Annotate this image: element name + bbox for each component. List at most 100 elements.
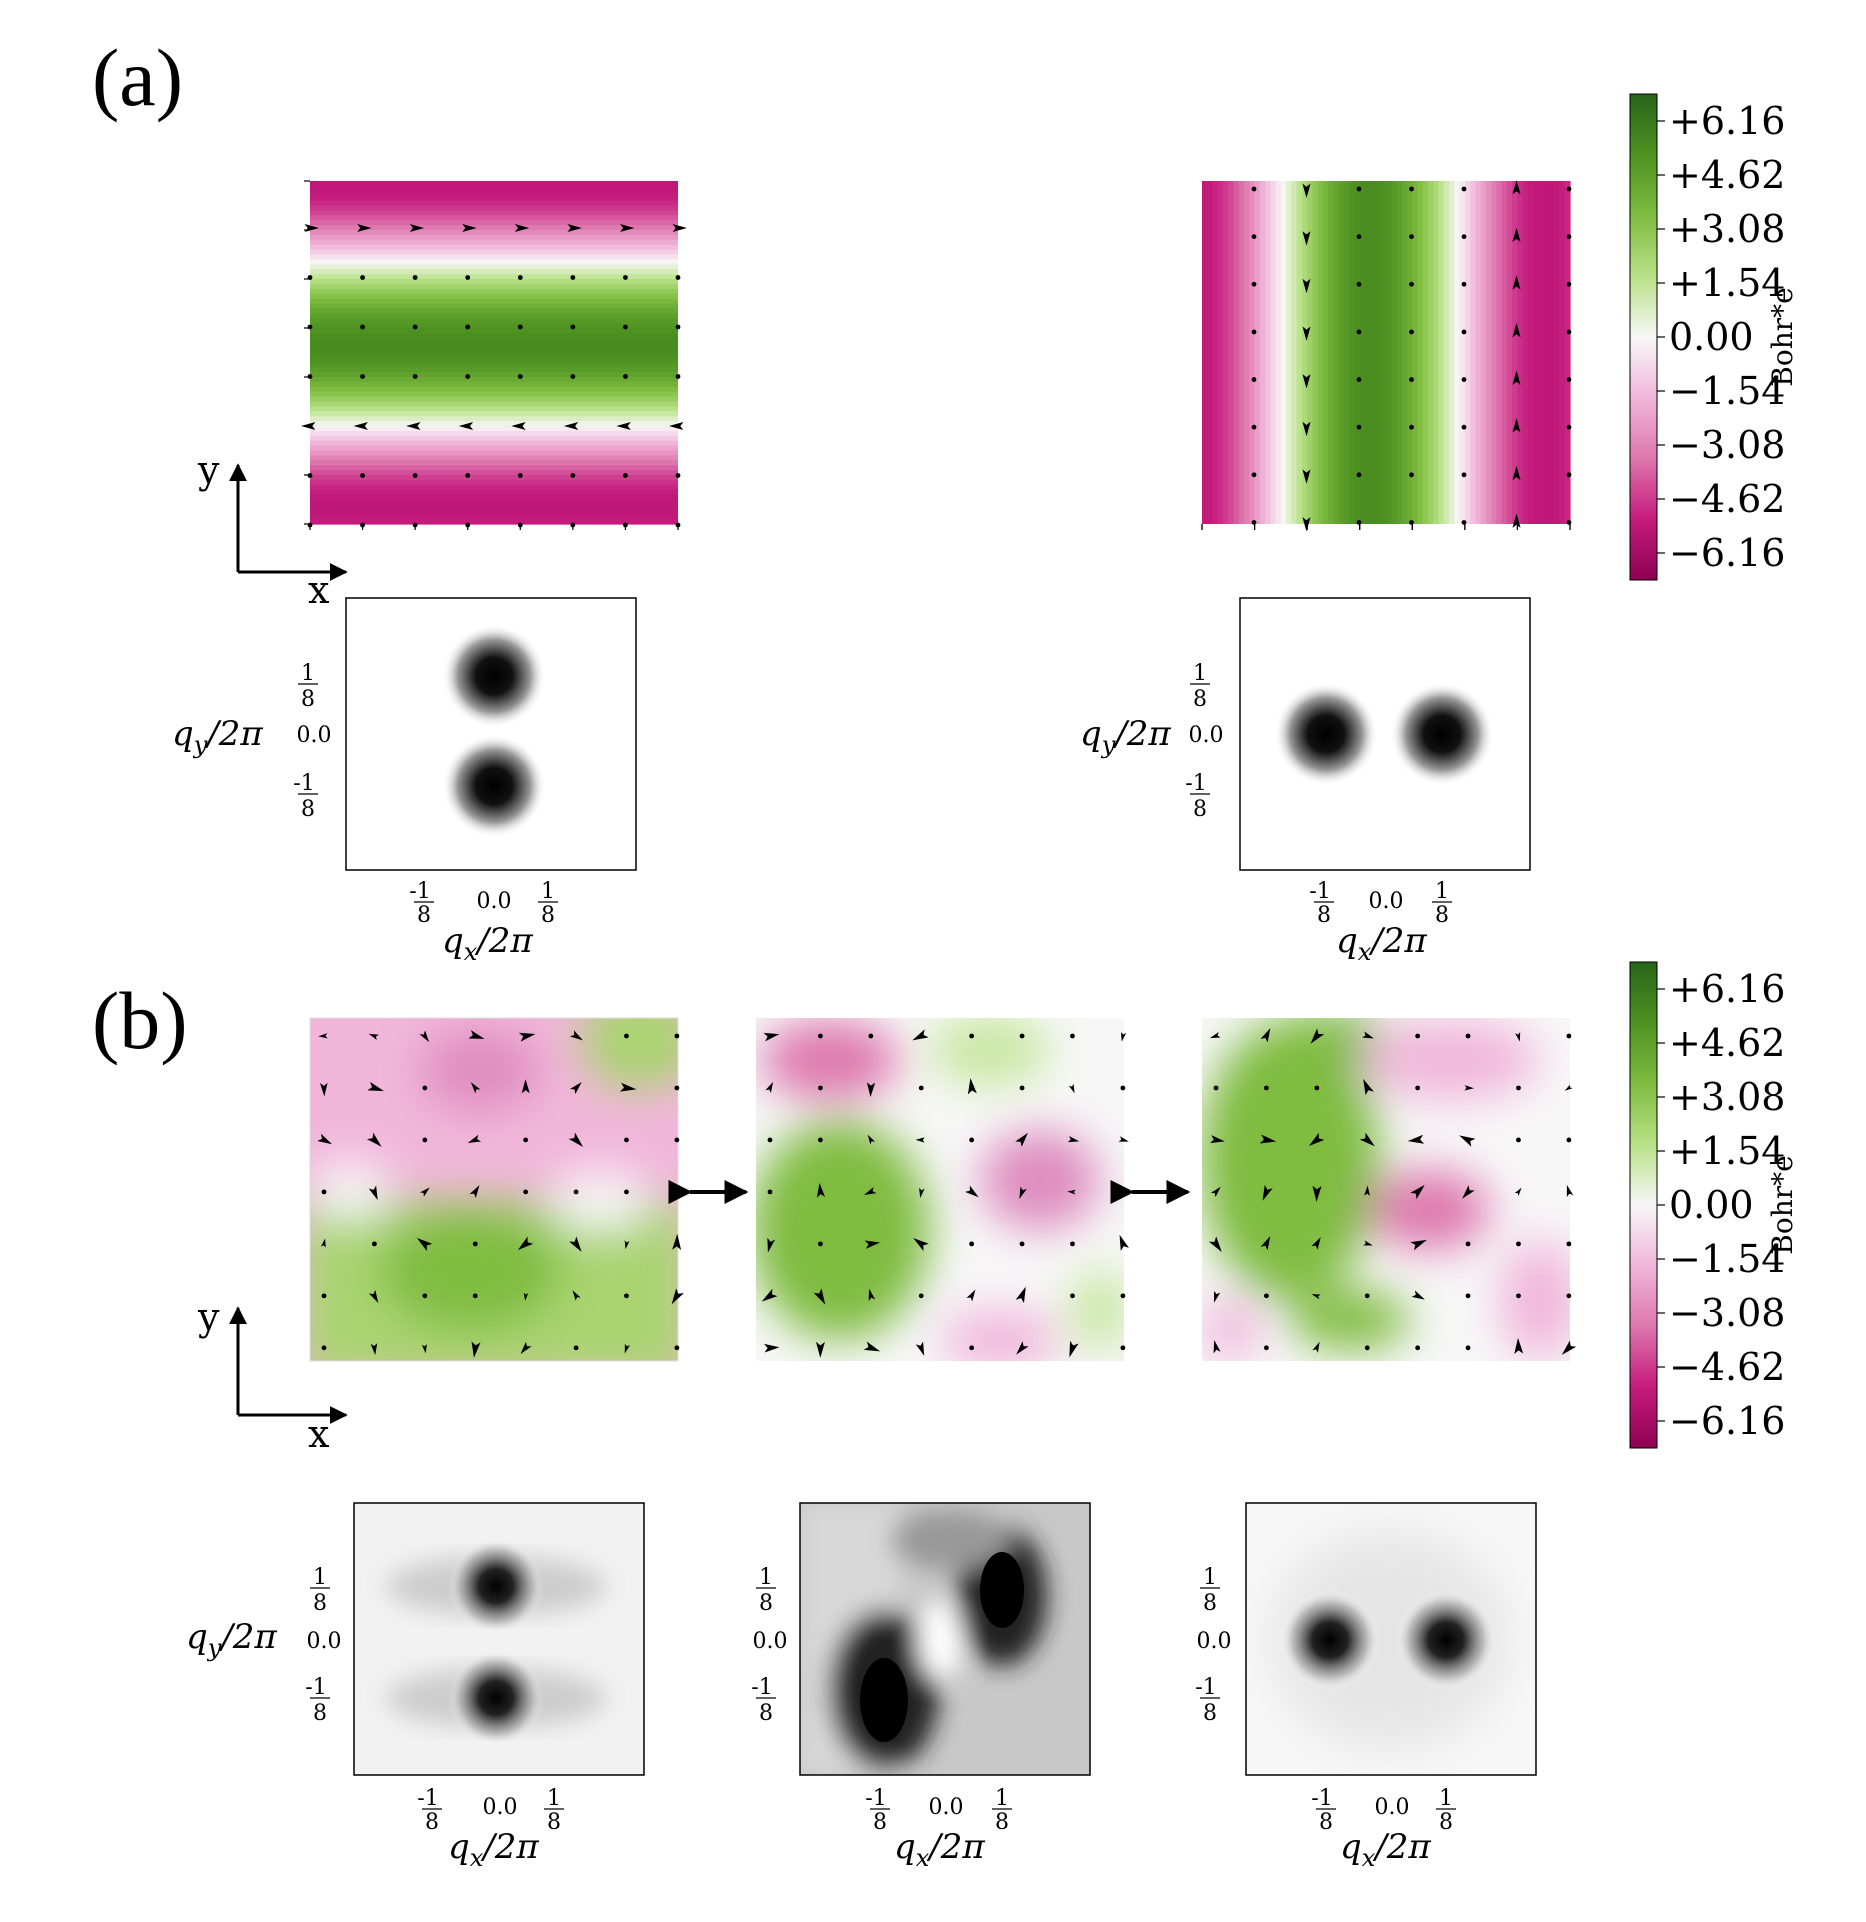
dipole-arrow (357, 223, 372, 233)
xy-axes-glyph-b: y x (197, 1295, 348, 1456)
stripe-band (310, 215, 678, 221)
dipole-dot (969, 1241, 975, 1247)
dipole-dot (1213, 1085, 1219, 1091)
stripe-band (1543, 181, 1550, 524)
dipole-dot (1409, 424, 1414, 430)
dipole-dot (624, 1137, 629, 1143)
colorbar-label: Bohr*e (1766, 1155, 1799, 1254)
dipole-dot (1566, 520, 1572, 525)
dipole-dot (570, 324, 576, 330)
dipole-dot (1314, 1085, 1320, 1091)
stripe-band (1286, 181, 1292, 524)
ytick-zero: 0.0 (1189, 723, 1224, 748)
dipole-arrow (1411, 1290, 1425, 1300)
svg-text:8: 8 (873, 1810, 887, 1835)
stripe-band (310, 200, 678, 207)
svg-text:1: 1 (995, 1786, 1009, 1811)
dipole-arrow (470, 1082, 481, 1094)
colorbar-tick-label: +4.62 (1669, 153, 1785, 197)
dipole-dot (517, 473, 523, 478)
dipole-dot (360, 374, 365, 379)
stripe-band (1275, 181, 1282, 524)
dipole-dot (1566, 234, 1572, 240)
dipole-dot (465, 522, 471, 528)
dipole-dot (1409, 329, 1414, 335)
axis-x-label: x (308, 568, 329, 612)
stripe-band (1228, 181, 1235, 524)
dipole-dot (1409, 377, 1414, 382)
stripe-band (310, 264, 678, 270)
dipole-arrow (1015, 1132, 1029, 1147)
stripe-band (310, 225, 678, 231)
stripe-band (310, 519, 678, 525)
dipole-dot (767, 1137, 773, 1143)
dipole-dot (1070, 1033, 1075, 1039)
svg-text:8: 8 (547, 1810, 561, 1835)
dipole-arrow (1118, 1187, 1129, 1196)
dipole-arrow (568, 1132, 584, 1148)
axis-x-label: x (308, 1412, 329, 1456)
dipole-dot (623, 324, 628, 330)
ytick-neg-den: 8 (301, 797, 315, 822)
stripe-band (1522, 181, 1529, 524)
dipole-arrow (1514, 1187, 1522, 1196)
dipole-arrow (1260, 1028, 1271, 1043)
dipole-dot (675, 275, 681, 280)
stripe-band (310, 435, 678, 442)
dipole-dot (1461, 472, 1467, 478)
stripe-band (1470, 181, 1476, 524)
dipole-arrow (1302, 374, 1311, 389)
dipole-dot (412, 522, 418, 528)
dipole-dot (1566, 377, 1572, 382)
dipole-dot (1409, 281, 1414, 287)
dipole-arrow (572, 1290, 581, 1301)
dipole-dot (412, 324, 418, 330)
stripe-band (310, 475, 678, 481)
ylabel: qy/2π (186, 1617, 277, 1662)
dipole-dot (1566, 1293, 1572, 1299)
stripe-band (310, 509, 678, 515)
fft-peaks (442, 624, 547, 838)
dipole-arrow (1561, 1340, 1577, 1355)
stripe-band (310, 479, 678, 486)
stripe-band (1391, 181, 1398, 524)
svg-text:1: 1 (1203, 1565, 1217, 1590)
dipole-arrow (967, 1078, 977, 1095)
dipole-dot (1264, 1085, 1269, 1091)
dipole-dot (674, 1137, 680, 1143)
dipole-arrow (1259, 1134, 1277, 1144)
dipole-arrow (517, 1236, 534, 1251)
dipole-dot (818, 1137, 823, 1143)
stripe-band (1238, 181, 1245, 524)
dipole-arrow (1308, 1132, 1325, 1147)
dipole-arrow (1260, 1236, 1271, 1251)
dipole-arrow (1512, 370, 1521, 385)
dipole-arrow (416, 1237, 433, 1252)
dipole-dot (321, 1345, 327, 1351)
svg-text:8: 8 (759, 1591, 773, 1616)
ytick-zero: 0.0 (753, 1629, 788, 1654)
colorbar-tick-label: +1.54 (1669, 1129, 1785, 1173)
dipole-dot (674, 1345, 680, 1351)
dipole-dot (1019, 1033, 1025, 1039)
dipole-dot (321, 1293, 327, 1299)
stripe-band (1317, 181, 1324, 524)
dipole-arrow (1016, 1341, 1029, 1355)
stripe-band (1422, 181, 1429, 524)
dipole-arrow (1310, 1028, 1325, 1044)
dipole-arrow (669, 421, 684, 431)
dipole-arrow (1069, 1340, 1079, 1358)
dipole-dot (517, 275, 523, 280)
colorbar-tick-label: +3.08 (1669, 207, 1785, 251)
dipole-dot (570, 473, 576, 478)
svg-text:8: 8 (1203, 1701, 1217, 1726)
dipole-dot (1356, 377, 1362, 382)
xtick-zero: 0.0 (477, 889, 512, 914)
dipole-dot (307, 374, 313, 379)
stripe-band (310, 230, 678, 236)
svg-text:8: 8 (1439, 1810, 1453, 1835)
dipole-arrow (1120, 1031, 1127, 1042)
xy-axes-glyph-a: y x (197, 448, 348, 612)
stripe-band (310, 504, 678, 510)
dipole-arrow (761, 1288, 778, 1302)
